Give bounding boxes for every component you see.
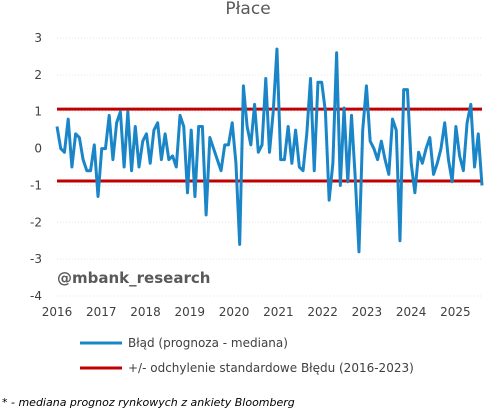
y-tick-label: 3 [34,31,42,45]
x-tick-label: 2020 [219,305,250,319]
x-tick-label: 2022 [307,305,338,319]
x-tick-label: 2021 [263,305,294,319]
footnote: * - mediana prognoz rynkowych z ankiety … [2,396,295,409]
legend-label-error: Błąd (prognoza - mediana) [128,336,288,350]
y-tick-label: 2 [34,68,42,82]
x-tick-label: 2017 [86,305,117,319]
chart-title: Płace [225,0,270,19]
watermark-text: @mbank_research [57,269,210,287]
y-tick-label: -1 [30,178,42,192]
y-tick-label: -3 [30,252,42,266]
x-tick-label: 2018 [130,305,161,319]
x-tick-label: 2016 [42,305,73,319]
y-tick-label: -4 [30,289,42,303]
x-tick-label: 2024 [396,305,427,319]
forecast-error-line [55,47,484,254]
x-tick-label: 2025 [440,305,471,319]
y-tick-label: 1 [34,105,42,119]
y-tick-label: -2 [30,215,42,229]
legend-label-stddev: +/- odchylenie standardowe Błędu (2016-2… [128,361,414,375]
y-tick-label: 0 [34,142,42,156]
x-tick-label: 2023 [352,305,383,319]
x-tick-label: 2019 [175,305,206,319]
